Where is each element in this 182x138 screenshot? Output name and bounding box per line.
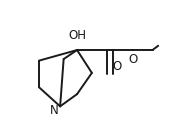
Text: N: N (50, 104, 59, 117)
Text: O: O (128, 53, 137, 66)
Text: O: O (112, 60, 122, 73)
Text: OH: OH (68, 29, 86, 42)
